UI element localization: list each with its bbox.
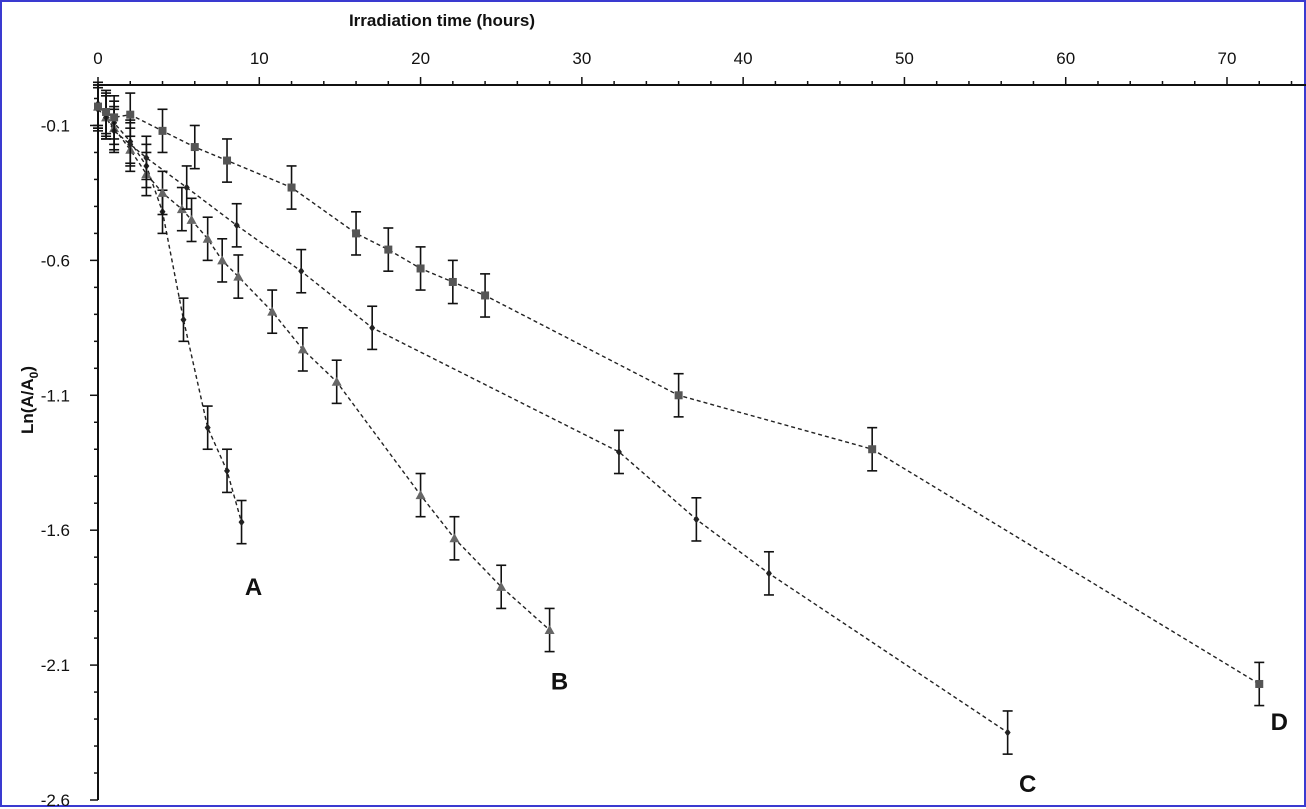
y-tick-label: -2.1 [41,656,70,675]
data-point-diamond [1004,728,1011,737]
data-point-diamond [204,423,211,432]
series-b [93,84,555,653]
data-point-diamond [180,315,187,324]
data-point-square [102,107,111,116]
data-point-triangle [233,271,244,281]
x-tick-label: 40 [734,49,753,68]
series-d [93,84,1265,707]
data-point-diamond [765,569,772,578]
data-point-diamond [615,447,622,456]
data-point-square [481,291,490,300]
y-axis-title: Ln(A/A0) [18,366,41,434]
data-point-square [384,245,393,254]
y-tick-label: -1.1 [41,386,70,405]
data-point-square [110,113,119,122]
data-point-triangle [157,187,168,197]
data-point-square [126,110,135,119]
data-point-diamond [143,153,150,162]
x-axis-title: Irradiation time (hours) [349,11,535,30]
series-a-trend-line [97,103,243,523]
data-point-square [190,143,199,152]
series-b-trend-line [97,106,551,631]
y-tick-label: -0.1 [41,116,70,135]
data-point-triangle [496,581,507,591]
x-tick-label: 60 [1056,49,1075,68]
axes-layer: 0 10 20 30 40 50 60 70 -0.1 -0.6 -1.1 -1.6 -2.1 -2.6 [41,49,1306,809]
data-point-square [416,264,425,273]
y-tick-label: -2.6 [41,791,70,809]
data-point-square [1255,679,1264,688]
data-point-diamond [127,140,134,149]
data-point-square [352,229,361,238]
data-point-square [287,183,296,192]
points-layer [93,81,1265,755]
data-point-triangle [331,376,342,386]
data-point-square [158,126,167,135]
data-point-square [448,277,457,286]
data-point-triangle [415,490,426,500]
series-label-b: B [551,668,568,695]
x-tick-label: 10 [250,49,269,68]
series-label-c: C [1019,771,1036,798]
series-c [93,86,1013,755]
series-d-trend-line [97,106,1260,685]
data-point-square [94,102,102,111]
data-point-diamond [693,515,700,524]
data-point-triangle [217,255,228,265]
y-axis-title-close: ) [18,366,37,372]
fit-lines-layer [97,103,1260,734]
series-labels-layer: A B C D [245,574,1288,798]
y-axis-title-subscript: 0 [27,371,41,378]
y-tick-label: -0.6 [41,251,70,270]
data-point-triangle [202,233,213,243]
data-point-triangle [449,533,460,543]
data-point-diamond [224,466,231,475]
x-tick-label: 0 [93,49,102,68]
x-tick-label: 70 [1218,49,1237,68]
series-label-a: A [245,574,262,601]
data-point-diamond [233,221,240,230]
x-tick-label: 50 [895,49,914,68]
data-point-square [868,445,877,454]
series-a [93,81,247,545]
x-tick-label: 20 [411,49,430,68]
data-point-diamond [369,323,376,332]
data-point-diamond [238,518,245,527]
data-point-diamond [298,267,305,276]
data-point-triangle [544,625,555,635]
series-label-d: D [1271,709,1288,736]
y-axis-title-main: Ln(A/A [18,378,37,434]
data-point-diamond [183,183,190,192]
data-point-square [674,391,683,400]
data-point-triangle [267,306,278,316]
data-point-triangle [186,214,197,224]
y-tick-label: -1.6 [41,521,70,540]
x-tick-label: 30 [572,49,591,68]
data-point-square [223,156,232,165]
data-point-triangle [297,344,308,354]
series-c-trend-line [97,108,1009,734]
